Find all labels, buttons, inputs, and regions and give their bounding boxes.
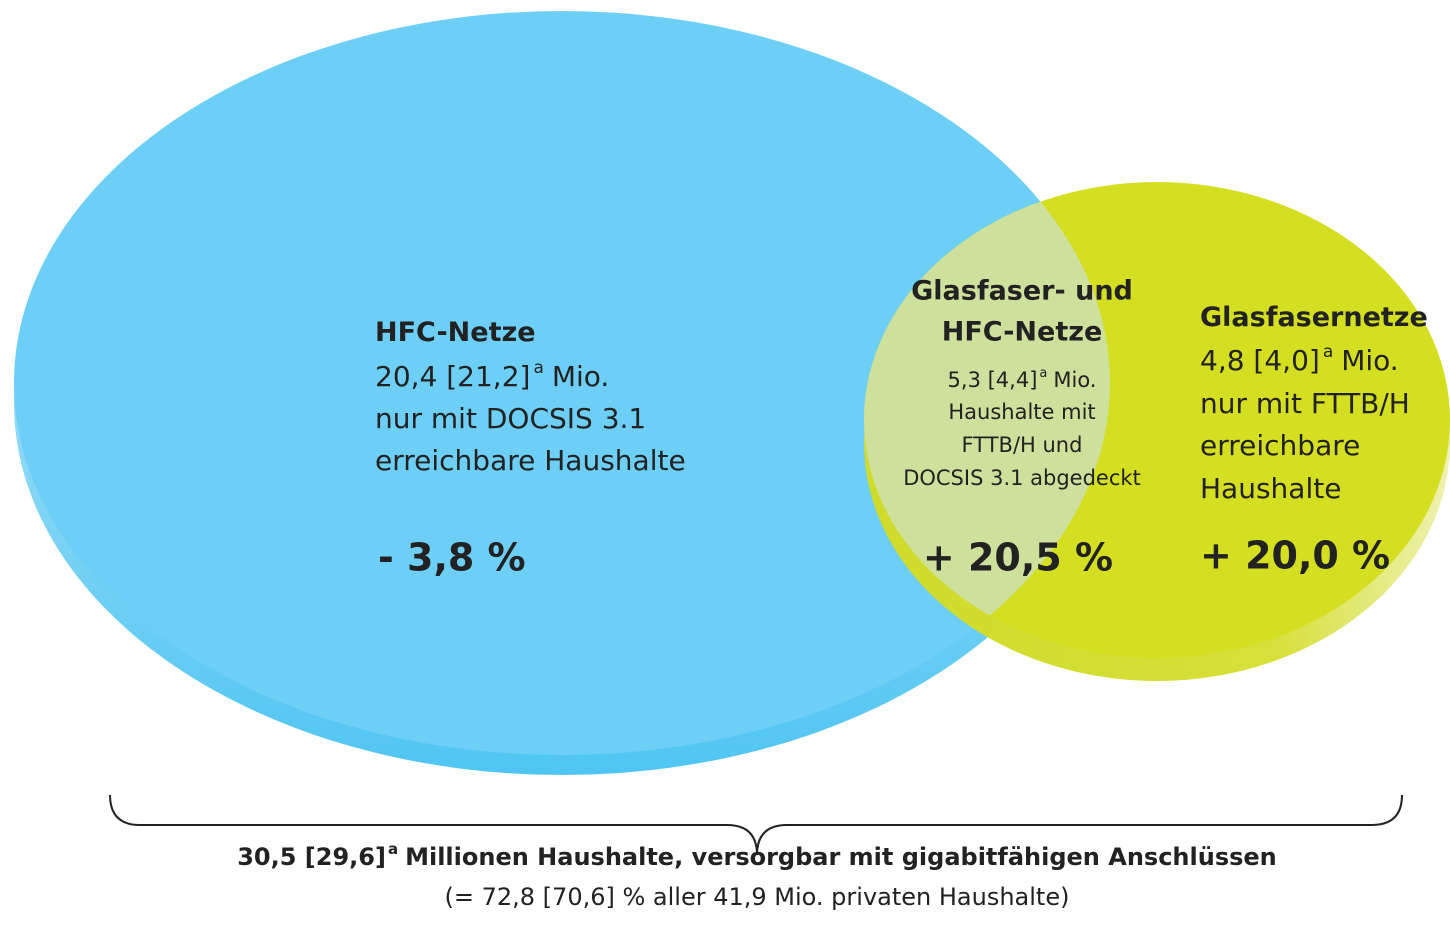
set-change: + 20,5 % [923, 536, 1113, 580]
set-line: Haushalte mit [948, 400, 1095, 424]
set-title: HFC-Netze [375, 317, 536, 348]
set-line: erreichbare Haushalte [375, 444, 686, 477]
footer-subtext: (= 72,8 [70,6] % aller 41,9 Mio. private… [445, 883, 1070, 911]
set-line: nur mit FTTB/H [1200, 387, 1410, 420]
set-line: FTTB/H und [962, 433, 1083, 457]
set-value: 5,3 [4,4] a Mio. [948, 366, 1097, 393]
set-title: HFC-Netze [942, 317, 1103, 348]
set-title: Glasfasernetze [1200, 302, 1428, 333]
set-line: DOCSIS 3.1 abgedeckt [903, 466, 1141, 490]
set-title: Glasfaser- und [911, 276, 1133, 307]
set-line: nur mit DOCSIS 3.1 [375, 402, 646, 435]
set-line: erreichbare [1200, 429, 1360, 462]
set-line: Haushalte [1200, 472, 1341, 505]
overlap-set [864, 182, 1110, 658]
set-value: 20,4 [21,2] a Mio. [375, 358, 609, 393]
set-change: + 20,0 % [1200, 534, 1390, 578]
footer-total: 30,5 [29,6] a Millionen Haushalte, versorg… [237, 840, 1277, 872]
hfc-set [14, 11, 1110, 755]
brace [109, 794, 1403, 856]
set-value: 4,8 [4,0] a Mio. [1200, 342, 1399, 377]
set-change: - 3,8 % [378, 536, 526, 580]
